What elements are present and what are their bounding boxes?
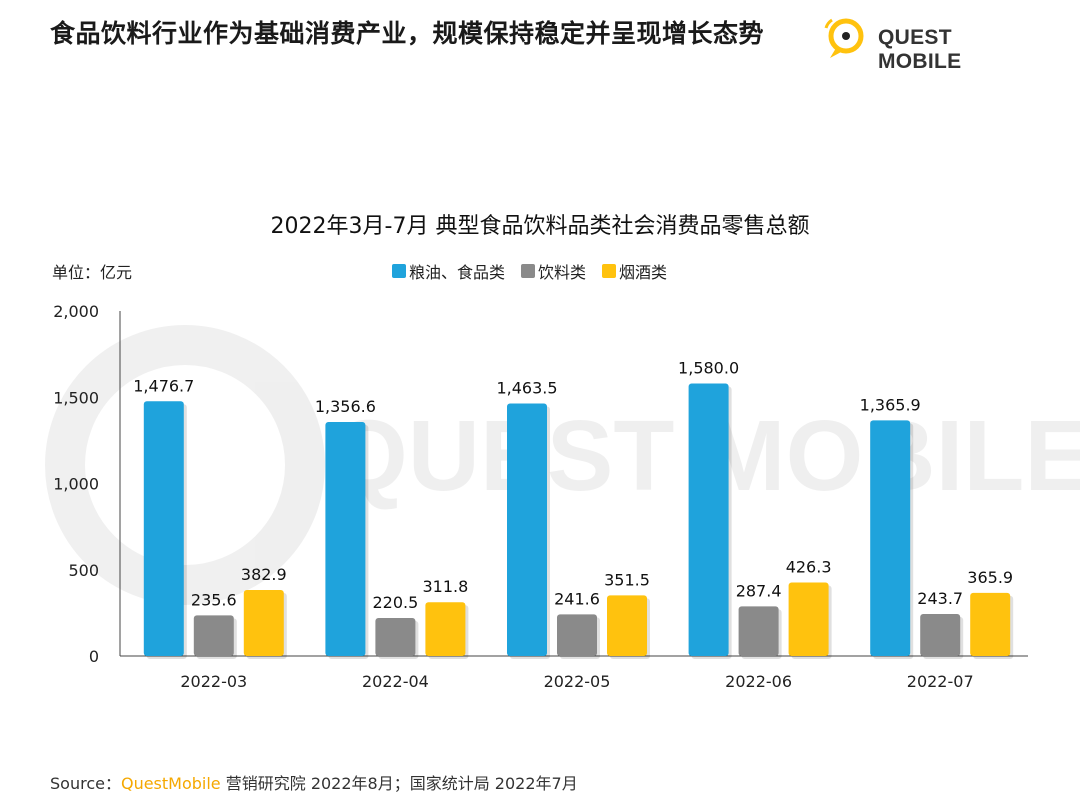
legend-item-tobacco-liquor: 烟酒类 bbox=[602, 259, 667, 283]
y-tick-label: 2,000 bbox=[53, 302, 99, 321]
x-tick-label: 2022-05 bbox=[544, 672, 611, 691]
data-label: 351.5 bbox=[604, 570, 650, 589]
legend-label: 粮油、食品类 bbox=[409, 263, 506, 282]
source-prefix: Source： bbox=[50, 774, 121, 793]
data-label: 311.8 bbox=[422, 577, 468, 596]
x-tick-label: 2022-03 bbox=[180, 672, 247, 691]
y-tick-label: 500 bbox=[68, 561, 99, 580]
watermark-ring bbox=[45, 325, 325, 605]
x-tick-label: 2022-06 bbox=[725, 672, 792, 691]
bar bbox=[607, 595, 647, 656]
watermark: QUEST MOBILE bbox=[45, 325, 1080, 605]
data-label: 243.7 bbox=[917, 589, 963, 608]
y-tick-label: 0 bbox=[89, 647, 99, 666]
bar bbox=[325, 421, 366, 656]
legend-item-grain: 粮油、食品类 bbox=[392, 259, 505, 283]
legend: 粮油、食品类 饮料类 烟酒类 bbox=[392, 259, 667, 283]
y-tick-label: 1,500 bbox=[53, 388, 99, 407]
data-label: 1,580.0 bbox=[678, 358, 739, 377]
bar bbox=[970, 592, 1011, 656]
bar bbox=[143, 401, 184, 656]
x-tick-label: 2022-07 bbox=[907, 672, 974, 691]
source-brand: QuestMobile bbox=[120, 774, 221, 793]
legend-swatch bbox=[602, 264, 617, 278]
quest-mobile-logo-icon bbox=[824, 18, 864, 58]
chart-title: 2022年3月-7月 典型食品饮料品类社会消费品零售总额 bbox=[270, 214, 810, 239]
bar bbox=[557, 614, 597, 656]
data-label: 1,476.7 bbox=[133, 376, 194, 395]
bar-chart: QUEST MOBILE 0 500 1,000 1,500 2,000 1,476.7 23… bbox=[45, 302, 1080, 691]
bar bbox=[688, 383, 729, 656]
logo-text: QUEST MOBILE bbox=[878, 26, 962, 73]
bar bbox=[788, 582, 829, 656]
source-note: Source：QuestMobile 营销研究院 2022年8月；国家统计局 2… bbox=[50, 770, 578, 794]
data-label: 287.4 bbox=[736, 581, 782, 600]
legend-label: 烟酒类 bbox=[619, 263, 668, 282]
bar bbox=[193, 615, 234, 656]
bar bbox=[507, 403, 547, 656]
unit-label: 单位：亿元 bbox=[52, 263, 133, 282]
bar bbox=[738, 606, 779, 656]
data-label: 1,356.6 bbox=[315, 397, 376, 416]
data-label: 382.9 bbox=[241, 565, 287, 584]
data-label: 365.9 bbox=[967, 568, 1013, 587]
headline: 食品饮料行业作为基础消费产业，规模保持稳定并呈现增长态势 bbox=[50, 19, 765, 48]
data-label: 1,365.9 bbox=[860, 395, 921, 414]
y-tick-label: 1,000 bbox=[53, 475, 99, 494]
legend-swatch bbox=[392, 264, 406, 278]
bar bbox=[375, 617, 416, 656]
bar bbox=[243, 589, 284, 656]
data-label: 220.5 bbox=[372, 593, 418, 612]
data-label: 426.3 bbox=[786, 557, 832, 576]
data-label: 241.6 bbox=[554, 589, 600, 608]
legend-label: 饮料类 bbox=[538, 263, 587, 282]
bar bbox=[425, 602, 466, 656]
x-tick-label: 2022-04 bbox=[362, 672, 429, 691]
brand-logo: QUEST MOBILE bbox=[818, 12, 1038, 73]
legend-swatch bbox=[521, 264, 536, 278]
data-label: 235.6 bbox=[191, 590, 237, 609]
source-rest: 营销研究院 2022年8月；国家统计局 2022年7月 bbox=[220, 774, 578, 793]
data-label: 1,463.5 bbox=[496, 379, 557, 398]
bar bbox=[870, 420, 911, 656]
bar bbox=[920, 613, 961, 656]
legend-item-beverage: 饮料类 bbox=[521, 259, 586, 283]
